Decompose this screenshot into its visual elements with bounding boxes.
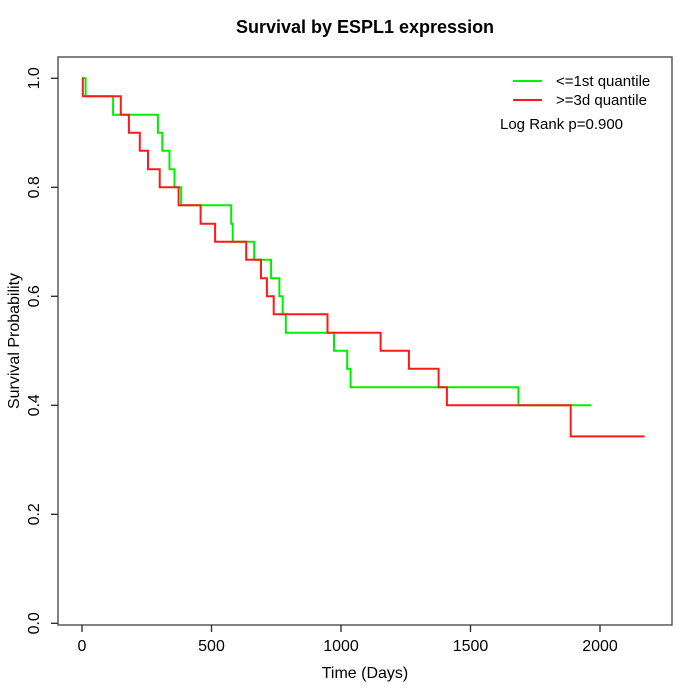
plot-frame — [57, 56, 673, 626]
x-tick-label: 1500 — [453, 638, 489, 655]
y-tick-label: 0.6 — [26, 285, 43, 307]
y-tick-label: 0.2 — [26, 503, 43, 525]
axes: 0 500 1000 1500 2000 0.0 0.2 0.4 0.6 0.8 1.0 — [26, 56, 673, 655]
x-axis-title: Time (Days) — [322, 665, 409, 682]
y-tick-label: 1.0 — [26, 67, 43, 89]
series-lines — [81, 77, 645, 438]
y-tick-label: 0.4 — [26, 394, 43, 416]
logrank-annotation: Log Rank p=0.900 — [500, 116, 623, 133]
y-tick-label: 0.8 — [26, 176, 43, 198]
legend-label-red: >=3d quantile — [556, 92, 647, 109]
x-tick-label: 0 — [78, 638, 87, 655]
y-axis-title: Survival Probability — [6, 273, 23, 409]
km-curve-high-quantile — [81, 77, 645, 438]
legend-label-green: <=1st quantile — [556, 73, 650, 90]
x-tick-label: 2000 — [582, 638, 618, 655]
chart-title: Survival by ESPL1 expression — [236, 17, 494, 37]
x-tick-label: 500 — [198, 638, 225, 655]
legend: <=1st quantile >=3d quantile Log Rank p=… — [500, 73, 650, 133]
x-tick-label: 1000 — [323, 638, 359, 655]
y-tick-label: 0.0 — [26, 612, 43, 634]
